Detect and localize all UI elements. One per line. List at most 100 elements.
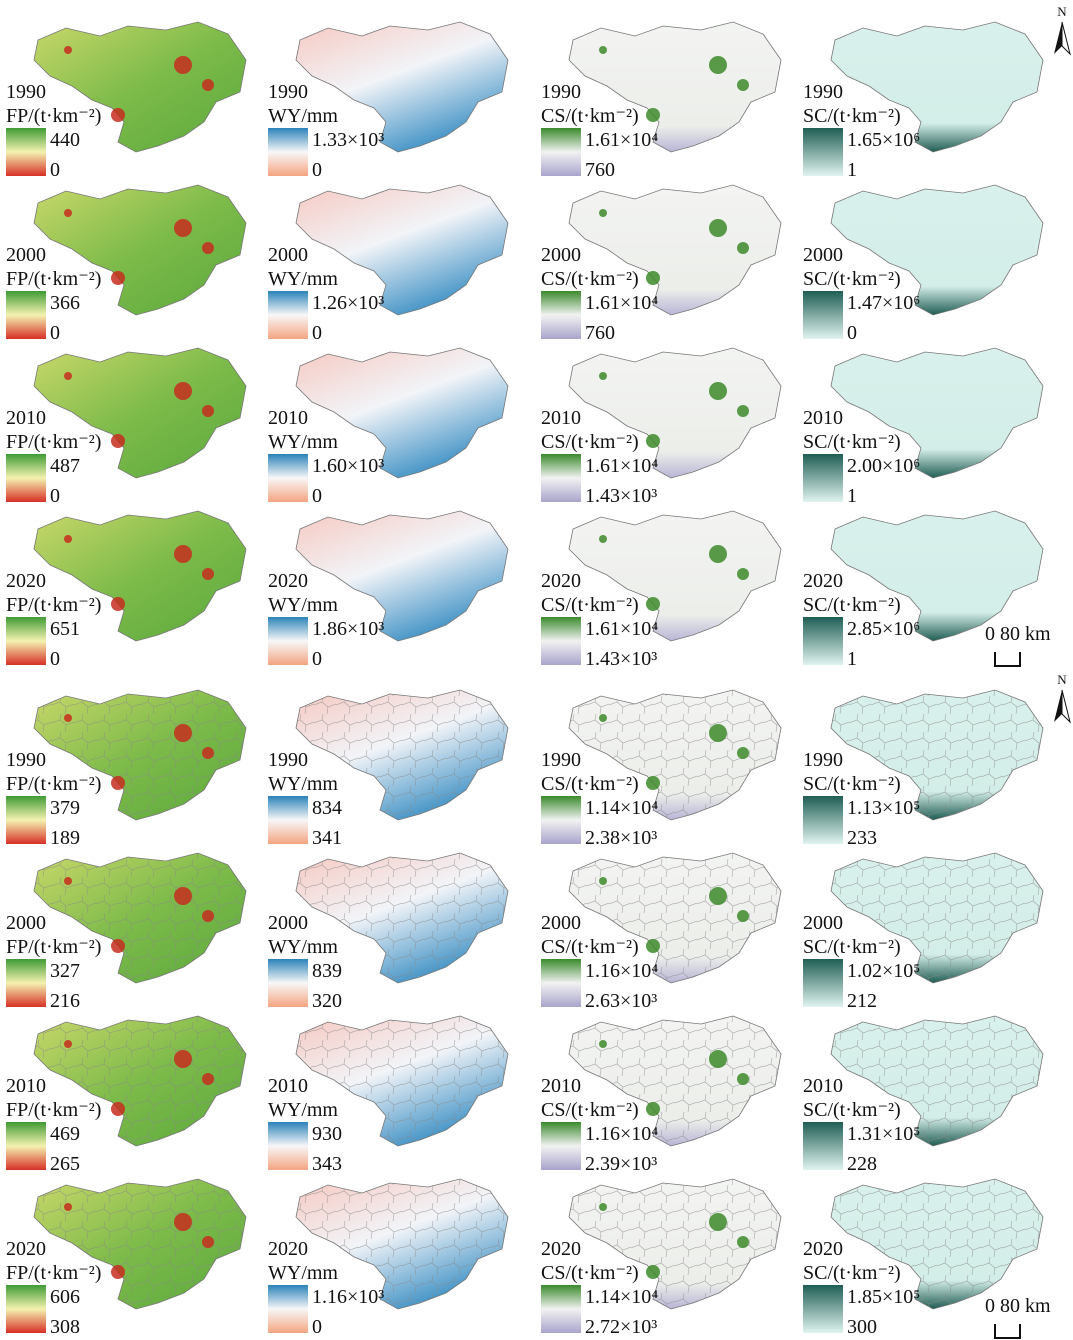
legend-max: 1.14×10⁴ xyxy=(585,1286,658,1308)
legend-min: 0 xyxy=(50,485,60,507)
scale-label: 0 80 km xyxy=(985,1295,1051,1317)
legend-ramp xyxy=(541,617,581,665)
legend-year: 2000 xyxy=(6,912,46,934)
scale-label: 0 80 km xyxy=(985,623,1051,645)
legend-min: 0 xyxy=(50,159,60,181)
map-patch xyxy=(202,79,214,91)
legend-ramp xyxy=(541,1122,581,1170)
legend-min: 760 xyxy=(585,322,615,344)
legend-max: 1.85×10⁵ xyxy=(847,1286,920,1308)
legend-unit: FP/(t·km⁻²) xyxy=(6,105,101,127)
legend-ramp xyxy=(803,1285,843,1333)
legend-min: 0 xyxy=(312,648,322,670)
legend-min: 2.39×10³ xyxy=(585,1153,657,1175)
legend-unit: WY/mm xyxy=(268,1262,338,1284)
legend-min: 0 xyxy=(50,648,60,670)
legend-max: 651 xyxy=(50,618,80,640)
map-patch xyxy=(64,1203,72,1211)
legend-year: 2000 xyxy=(268,244,308,266)
legend-min: 0 xyxy=(847,322,857,344)
legend-max: 469 xyxy=(50,1123,80,1145)
legend-min: 0 xyxy=(312,159,322,181)
legend-ramp xyxy=(268,959,308,1007)
legend-max: 834 xyxy=(312,797,342,819)
map-patch xyxy=(174,56,192,74)
legend-min: 300 xyxy=(847,1316,877,1338)
legend-min: 341 xyxy=(312,827,342,849)
legend-year: 1990 xyxy=(803,749,843,771)
legend-unit: CS/(t·km⁻²) xyxy=(541,594,639,616)
map-patch xyxy=(646,271,660,285)
legend-min: 216 xyxy=(50,990,80,1012)
map-patch xyxy=(202,1236,214,1248)
map-patch xyxy=(646,434,660,448)
legend-year: 2000 xyxy=(803,912,843,934)
legend-year: 2000 xyxy=(541,244,581,266)
legend-max: 487 xyxy=(50,455,80,477)
legend-min: 1 xyxy=(847,648,857,670)
legend-ramp xyxy=(6,617,46,665)
legend-unit: WY/mm xyxy=(268,773,338,795)
map-patch xyxy=(646,939,660,953)
map-patch xyxy=(646,1265,660,1279)
legend-unit: CS/(t·km⁻²) xyxy=(541,268,639,290)
map-patch xyxy=(709,56,727,74)
map-patch xyxy=(64,46,72,54)
map-patch xyxy=(174,887,192,905)
north-arrow xyxy=(1062,690,1070,722)
map-patch xyxy=(599,877,607,885)
legend-min: 0 xyxy=(312,322,322,344)
legend-year: 2010 xyxy=(541,407,581,429)
map-patch xyxy=(111,597,125,611)
legend-max: 1.61×10⁴ xyxy=(585,292,658,314)
figure: 1990FP/(t·km⁻²)44001990WY/mm1.33×10³0199… xyxy=(0,0,1073,1340)
legend-year: 1990 xyxy=(803,81,843,103)
map-patch xyxy=(709,724,727,742)
map-patch xyxy=(202,405,214,417)
map-patch xyxy=(737,405,749,417)
map-patch xyxy=(64,1040,72,1048)
legend-unit: SC/(t·km⁻²) xyxy=(803,936,901,958)
legend-max: 1.16×10⁴ xyxy=(585,960,658,982)
map-patch xyxy=(709,1213,727,1231)
legend-ramp xyxy=(6,796,46,844)
legend-year: 2000 xyxy=(268,912,308,934)
legend-max: 2.85×10⁶ xyxy=(847,618,920,640)
map-patch xyxy=(646,776,660,790)
legend-min: 2.72×10³ xyxy=(585,1316,657,1338)
legend-min: 189 xyxy=(50,827,80,849)
legend-ramp xyxy=(803,1122,843,1170)
map-patch xyxy=(599,46,607,54)
map-patch xyxy=(737,1073,749,1085)
legend-ramp xyxy=(268,1122,308,1170)
north-label: N xyxy=(1057,4,1067,19)
legend-min: 2.38×10³ xyxy=(585,827,657,849)
legend-min: 343 xyxy=(312,1153,342,1175)
legend-ramp xyxy=(541,291,581,339)
map-patch xyxy=(64,714,72,722)
map-patch xyxy=(111,1102,125,1116)
legend-ramp xyxy=(541,128,581,176)
legend-year: 2020 xyxy=(803,570,843,592)
map-patch xyxy=(111,939,125,953)
legend-max: 327 xyxy=(50,960,80,982)
legend-max: 1.61×10⁴ xyxy=(585,455,658,477)
legend-max: 1.61×10⁴ xyxy=(585,618,658,640)
legend-ramp xyxy=(541,454,581,502)
legend-max: 1.14×10⁴ xyxy=(585,797,658,819)
map-patch xyxy=(202,1073,214,1085)
map-patch xyxy=(599,1203,607,1211)
legend-year: 2020 xyxy=(541,1238,581,1260)
map-patch xyxy=(64,535,72,543)
legend-ramp xyxy=(803,796,843,844)
map-patch xyxy=(709,1050,727,1068)
scale-bar xyxy=(995,652,1020,666)
map-patch xyxy=(737,747,749,759)
legend-year: 2000 xyxy=(6,244,46,266)
legend-unit: WY/mm xyxy=(268,268,338,290)
legend-min: 0 xyxy=(312,485,322,507)
legend-unit: CS/(t·km⁻²) xyxy=(541,936,639,958)
map-patch xyxy=(174,724,192,742)
scale-bar xyxy=(995,1324,1020,1338)
map-patch xyxy=(202,242,214,254)
